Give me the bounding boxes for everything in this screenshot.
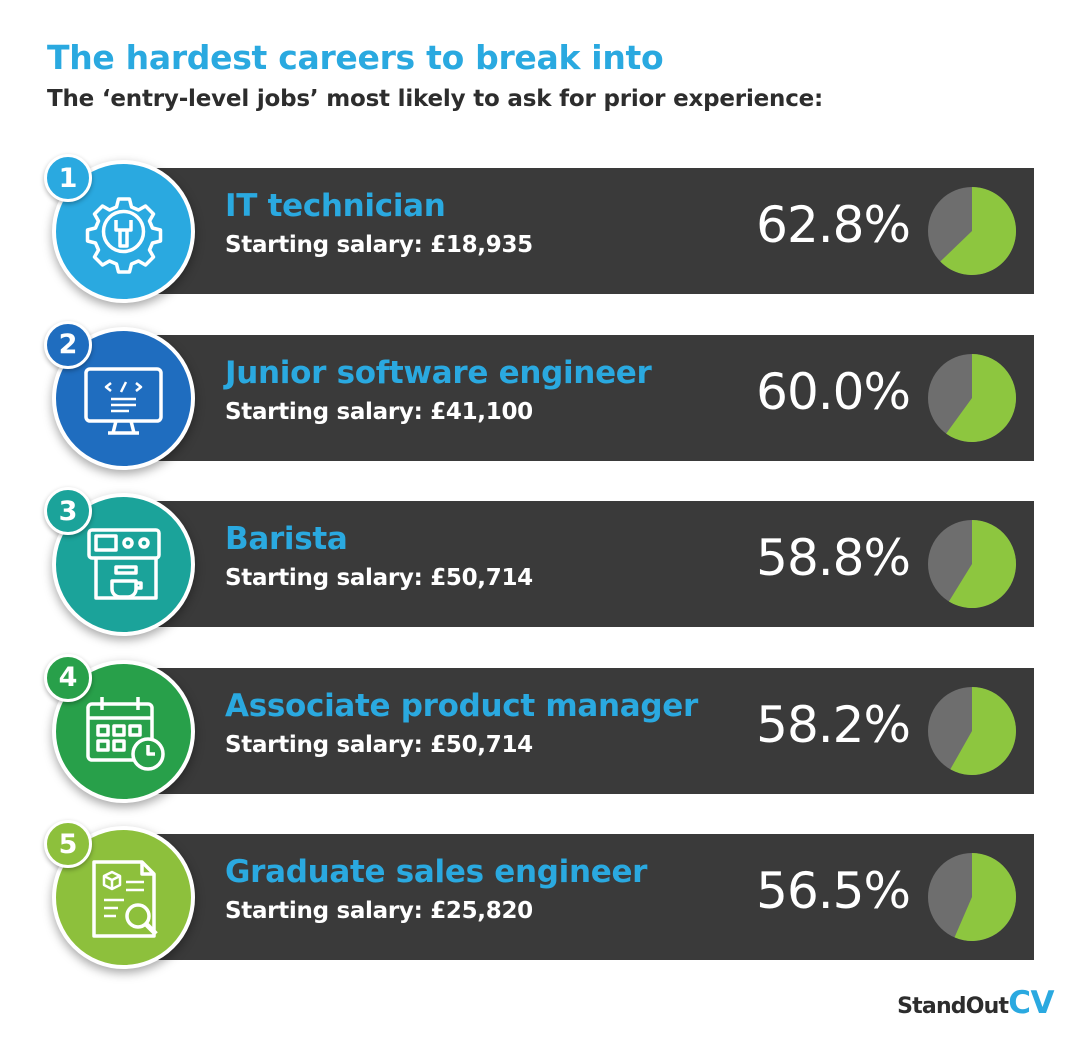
job-title: Junior software engineer: [225, 354, 652, 391]
pie-slice: [954, 853, 1017, 941]
job-title: Associate product manager: [225, 687, 698, 724]
document-search-icon: [92, 860, 158, 938]
pie-slice: [946, 353, 1016, 442]
logo-text-standout: StandOut: [897, 994, 1009, 1019]
percent-pie: [928, 187, 1017, 275]
percent-label: 56.5%: [756, 862, 911, 920]
percent-pie: [928, 353, 1016, 442]
percent-pie: [928, 520, 1017, 608]
rank-badge: 5: [44, 820, 92, 868]
rank-badge: 3: [44, 487, 92, 535]
percent-pie: [928, 853, 1017, 941]
starting-salary: Starting salary: £25,820: [225, 898, 533, 924]
starting-salary: Starting salary: £41,100: [225, 398, 533, 425]
page-subtitle: The ‘entry-level jobs’ most likely to as…: [47, 86, 824, 112]
rank-badge: 1: [44, 154, 92, 202]
job-title: IT technician: [225, 188, 446, 224]
rank-badge: 2: [44, 320, 92, 369]
icon-badge: [52, 826, 195, 969]
gear-wrench-icon: [85, 197, 163, 274]
calendar-clock-icon: [86, 696, 165, 771]
row-bar: [150, 834, 1034, 960]
percent-label: 62.8%: [756, 196, 911, 254]
job-title: Graduate sales engineer: [225, 854, 648, 890]
job-title: Barista: [225, 521, 348, 557]
row-bar: [150, 168, 1034, 294]
starting-salary: Starting salary: £50,714: [225, 731, 533, 758]
ranking-row: 5 Graduate sales engineer Starting salar…: [0, 820, 1080, 979]
ranking-row: 1 IT technician Starting salary: £18,935…: [0, 154, 1080, 313]
icon-badge: [52, 160, 195, 303]
starting-salary: Starting salary: £18,935: [225, 232, 533, 258]
rank-badge: 4: [44, 653, 92, 702]
coffee-machine-icon: [87, 528, 161, 600]
percent-label: 58.2%: [756, 695, 911, 754]
percent-pie: [928, 686, 1016, 775]
percent-label: 60.0%: [756, 362, 911, 421]
ranking-row: 2 Junior software engineer Starting sala…: [0, 320, 1080, 480]
page-title: The hardest careers to break into: [47, 38, 664, 77]
row-bar: [150, 667, 1034, 794]
starting-salary: Starting salary: £50,714: [225, 565, 533, 591]
pie-slice: [950, 686, 1016, 775]
ranking-row: 3 Barista Starting salary: £50,714 58.8%: [0, 487, 1080, 646]
row-bar: [150, 334, 1034, 461]
ranking-row: 4 Associate product manager Starting sal…: [0, 653, 1080, 813]
pie-slice: [940, 187, 1017, 275]
brand-logo: StandOutCV: [897, 985, 1054, 1021]
pie-slice: [948, 520, 1017, 608]
row-bar: [150, 501, 1034, 627]
logo-text-cv: CV: [1008, 985, 1054, 1021]
percent-label: 58.8%: [756, 529, 911, 587]
computer-monitor-icon: [84, 366, 163, 435]
